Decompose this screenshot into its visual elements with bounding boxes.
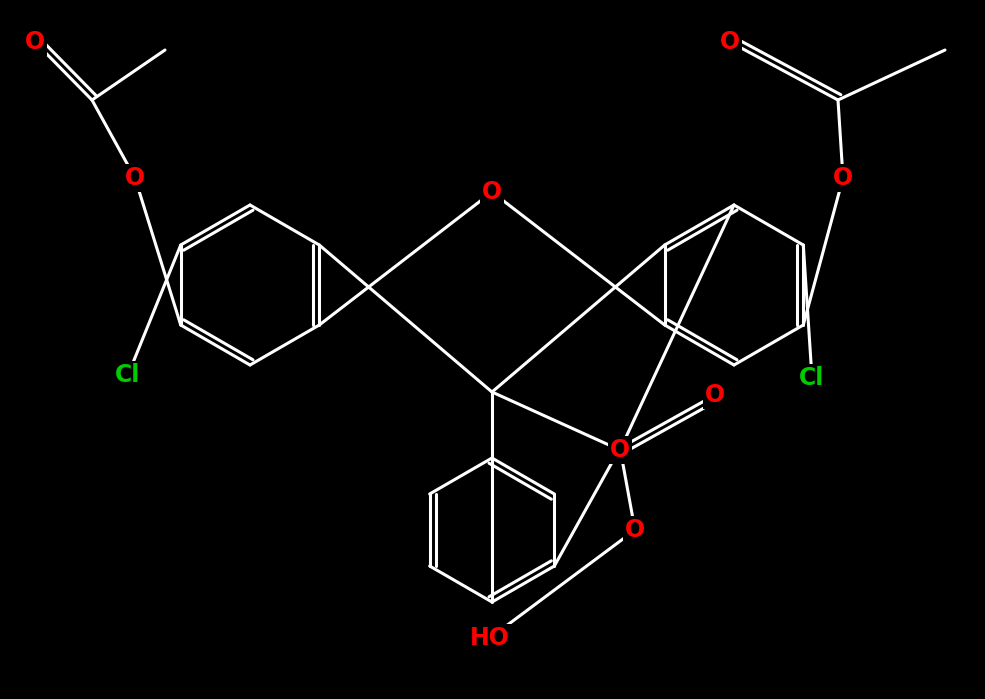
Text: O: O (833, 166, 853, 190)
Text: O: O (705, 383, 725, 407)
Text: Cl: Cl (799, 366, 824, 390)
Text: O: O (25, 30, 45, 54)
Text: O: O (624, 518, 645, 542)
Text: O: O (720, 30, 740, 54)
Text: O: O (610, 438, 630, 462)
Text: O: O (482, 180, 502, 204)
Text: O: O (125, 166, 145, 190)
Text: Cl: Cl (115, 363, 141, 387)
Text: HO: HO (470, 626, 510, 650)
